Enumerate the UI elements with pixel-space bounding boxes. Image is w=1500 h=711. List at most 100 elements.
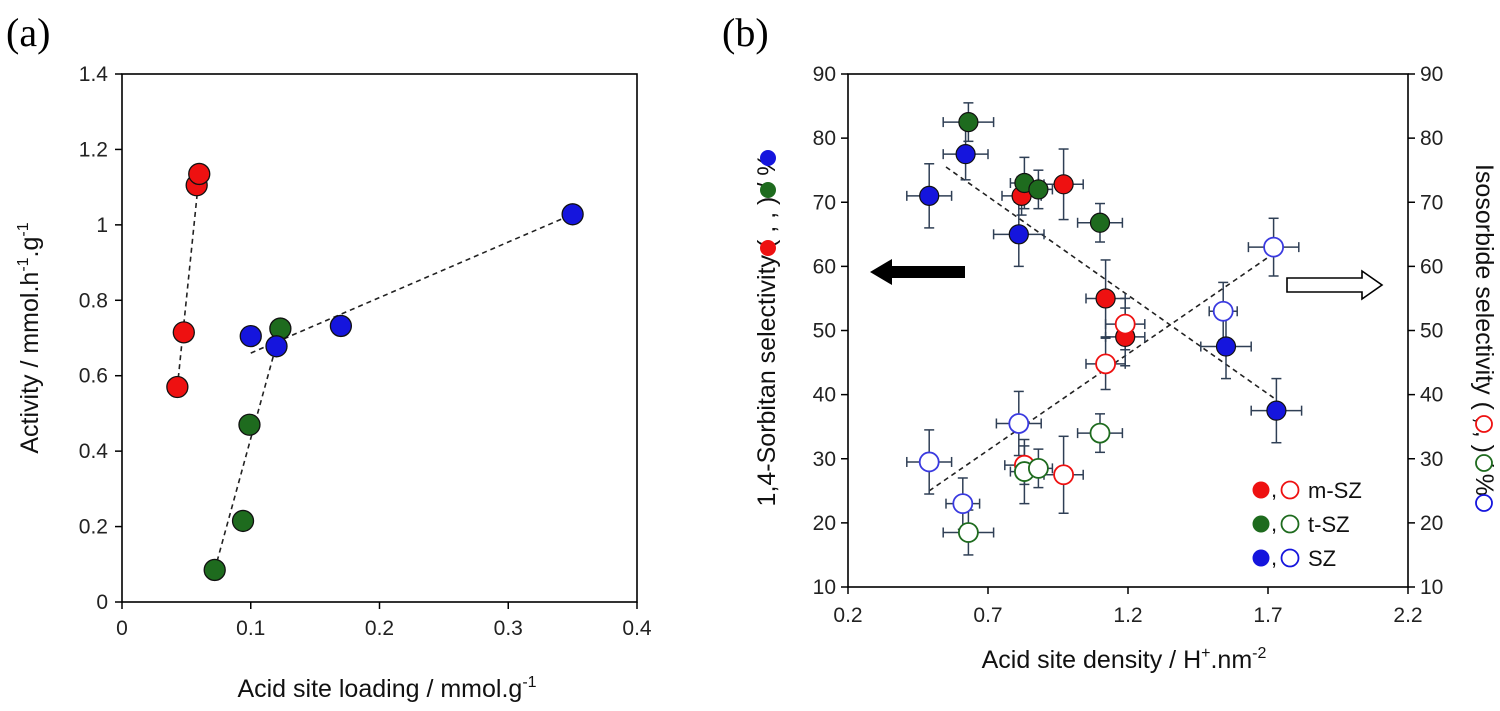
legend-marker-open — [1280, 480, 1300, 500]
right-title-marker — [1475, 494, 1493, 512]
data-point-t-SZ — [203, 558, 226, 582]
left-title-marker — [760, 240, 776, 256]
legend-marker-open — [1280, 514, 1300, 534]
legend-marker-open — [1280, 548, 1300, 568]
chart-b-left-y-axis-title: 1,4-Sorbitan selectivity ( , , ) / % — [753, 154, 781, 507]
right-axis-arrow — [1286, 269, 1384, 301]
chart-b-right-y-axis-title: Isosorbide selectivity ( , , ) / % — [1470, 164, 1498, 496]
data-point-open — [958, 522, 979, 543]
data-point-filled — [1266, 400, 1287, 421]
data-point-filled — [1008, 224, 1029, 245]
data-point-SZ — [265, 335, 288, 358]
data-point-m-SZ — [188, 162, 211, 186]
x-tick-label: 2.2 — [1393, 604, 1422, 627]
chart-b-x-axis-title: Acid site density / H+.nm-2 — [982, 645, 1267, 674]
data-point-filled — [958, 111, 979, 133]
data-point-t-SZ — [231, 509, 255, 533]
chart-b-error-bars — [906, 102, 1303, 556]
x-tick-label: 1.7 — [1253, 604, 1282, 627]
right-y-tick-label: 20 — [1420, 512, 1443, 535]
chart-b-legend: , m-SZ, t-SZ, SZ — [1252, 477, 1362, 571]
left-y-tick-label: 80 — [813, 127, 836, 150]
y-tick-label: 0.2 — [79, 516, 108, 539]
x-tick-label: 0.2 — [365, 617, 394, 640]
legend-comma: , — [1271, 511, 1277, 536]
right-y-tick-label: 50 — [1420, 320, 1443, 343]
data-point-open — [1095, 353, 1116, 375]
x-tick-label: 0.1 — [236, 617, 265, 640]
left-y-tick-label: 10 — [813, 576, 836, 599]
data-point-filled — [1095, 288, 1116, 309]
right-y-tick-label: 70 — [1420, 191, 1443, 214]
left-title-marker — [760, 182, 776, 198]
legend-marker-filled — [1252, 481, 1270, 499]
right-y-tick-label: 90 — [1420, 63, 1443, 86]
y-tick-label: 1.4 — [79, 63, 109, 86]
left-y-tick-label: 60 — [813, 255, 836, 278]
data-point-open — [1008, 413, 1030, 434]
panel-label-a: (a) — [6, 10, 50, 55]
data-point-SZ — [561, 203, 584, 226]
x-tick-label: 0.2 — [833, 604, 862, 627]
left-y-tick-label: 70 — [813, 191, 836, 214]
chart-a-x-axis-title: Acid site loading / mmol.g-1 — [237, 674, 536, 703]
sorbitan-trend — [945, 166, 1275, 399]
x-tick-label: 0.7 — [973, 604, 1002, 627]
chart-a-x-ticks: 0 0.1 0.2 0.3 0.4 — [116, 602, 652, 640]
legend-comma: , — [1271, 545, 1277, 570]
right-title-marker — [1475, 454, 1493, 472]
data-point-open — [1053, 464, 1074, 486]
trendline-m-SZ — [176, 173, 201, 388]
y-tick-label: 0.6 — [79, 365, 108, 388]
chart-b-left-title-markers — [760, 150, 776, 256]
left-y-tick-label: 40 — [813, 384, 836, 407]
data-point-open — [1114, 313, 1136, 335]
data-point-m-SZ — [172, 321, 195, 344]
right-y-tick-label: 80 — [1420, 127, 1443, 150]
data-point-open — [918, 451, 940, 473]
trendline-t-SZ — [213, 330, 282, 571]
data-point-open — [952, 493, 974, 515]
data-point-open — [1263, 236, 1284, 258]
trendline-SZ — [250, 213, 573, 354]
chart-a-trendlines — [176, 173, 573, 571]
x-tick-label: 0.3 — [494, 617, 523, 640]
y-tick-label: 1.2 — [79, 138, 108, 161]
data-point-filled — [919, 185, 940, 206]
chart-b-right-title-markers — [1475, 415, 1493, 512]
chart-b-left-y-ticks: 10 20 30 40 50 60 70 80 90 — [813, 63, 848, 599]
chart-a-y-ticks: 0 0.2 0.4 0.6 0.8 1 1.2 1.4 — [79, 63, 122, 614]
right-y-tick-label: 30 — [1420, 448, 1443, 471]
data-point-SZ — [239, 324, 262, 348]
y-tick-label: 0 — [96, 591, 108, 614]
y-tick-label: 1 — [96, 214, 108, 237]
chart-a-y-axis-title: Activity / mmol.h-1.g-1 — [15, 222, 44, 453]
x-tick-label: 1.2 — [1113, 604, 1142, 627]
chart-b-points — [918, 111, 1287, 543]
data-point-filled — [1215, 336, 1237, 357]
legend-label: m-SZ — [1308, 478, 1362, 503]
chart-a-points — [166, 162, 584, 582]
data-point-open — [1089, 422, 1111, 444]
x-tick-label: 0 — [116, 617, 128, 640]
left-title-marker — [760, 150, 776, 166]
panel-label-b: (b) — [722, 10, 769, 55]
right-y-tick-label: 10 — [1420, 576, 1443, 599]
chart-b: 10 20 30 40 50 60 70 80 90 10 20 30 40 50 60 70 80 90 0.… — [753, 63, 1498, 674]
right-y-tick-label: 60 — [1420, 255, 1443, 278]
left-y-tick-label: 90 — [813, 63, 836, 86]
data-point-filled — [1053, 174, 1074, 195]
left-axis-arrow — [870, 259, 965, 285]
left-y-tick-label: 50 — [813, 320, 836, 343]
chart-a-plot-frame — [121, 73, 638, 603]
data-point-filled — [955, 144, 976, 165]
chart-b-x-ticks: 0.2 0.7 1.2 1.7 2.2 — [833, 587, 1423, 627]
legend-label: SZ — [1308, 546, 1336, 571]
legend-marker-filled — [1252, 515, 1270, 533]
left-y-tick-label: 30 — [813, 448, 836, 471]
data-point-t-SZ — [238, 413, 261, 436]
left-y-tick-label: 20 — [813, 512, 836, 535]
y-tick-label: 0.4 — [79, 440, 109, 463]
data-point-open — [1212, 300, 1234, 322]
